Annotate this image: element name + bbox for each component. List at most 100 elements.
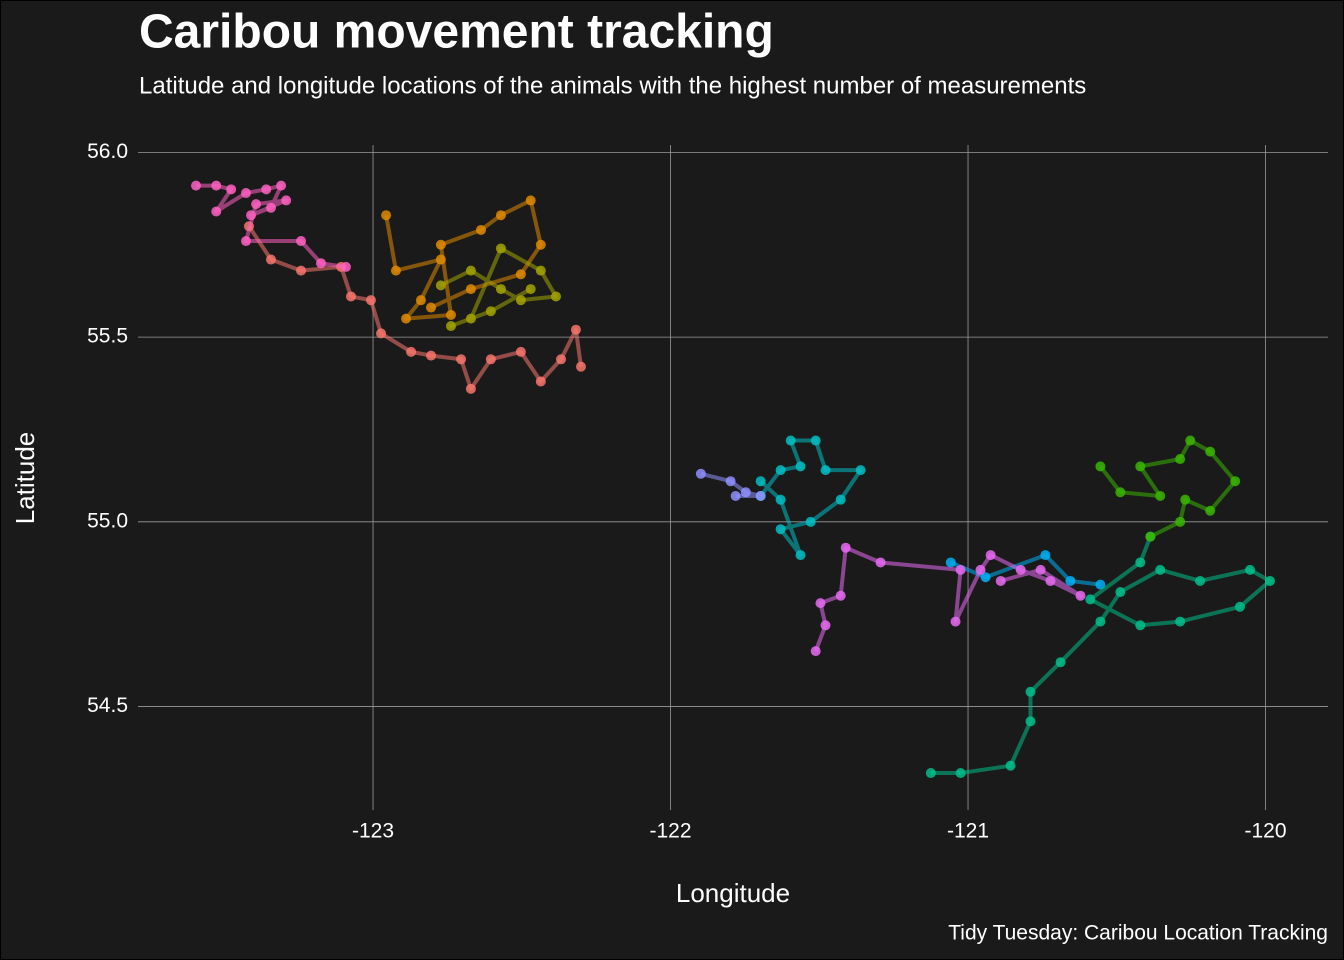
track-line [930, 535, 1272, 776]
location-point [1245, 564, 1256, 575]
location-point [296, 236, 307, 247]
location-point [1095, 579, 1106, 590]
location-point [1085, 594, 1096, 605]
location-point [495, 284, 506, 295]
location-point [456, 354, 467, 365]
location-point [445, 321, 456, 332]
location-point [775, 524, 786, 535]
location-point [1025, 716, 1036, 727]
location-point [281, 195, 292, 206]
location-point [426, 350, 437, 361]
location-point [925, 768, 936, 779]
location-point [465, 383, 476, 394]
location-point [435, 239, 446, 250]
location-point [755, 476, 766, 487]
location-point [1025, 686, 1036, 697]
location-point [515, 269, 526, 280]
x-tick-label: -122 [650, 820, 692, 843]
location-point [950, 616, 961, 627]
location-point [810, 646, 821, 657]
location-point [240, 236, 251, 247]
location-point [945, 557, 956, 568]
caption: Tidy Tuesday: Caribou Location Tracking [948, 922, 1328, 945]
y-axis-title: Latitude [10, 432, 40, 525]
location-point [381, 210, 392, 221]
location-point [535, 239, 546, 250]
location-point [261, 184, 272, 195]
location-point [435, 254, 446, 265]
location-point [775, 465, 786, 476]
location-point [556, 354, 567, 365]
location-point [226, 184, 237, 195]
location-point [525, 195, 536, 206]
location-point [550, 291, 561, 302]
location-point [785, 435, 796, 446]
location-point [1055, 657, 1066, 668]
location-point [465, 284, 476, 295]
location-point [1230, 476, 1241, 487]
location-point [251, 199, 262, 210]
location-point [495, 210, 506, 221]
location-point [775, 494, 786, 505]
location-point [465, 313, 476, 324]
plot-area [191, 180, 1275, 779]
location-point [835, 494, 846, 505]
y-tick-label: 55.5 [87, 325, 128, 348]
location-point [211, 206, 222, 217]
location-point [1095, 461, 1106, 472]
location-point [365, 295, 376, 306]
location-point [340, 261, 351, 272]
location-point [535, 265, 546, 276]
location-point [575, 361, 586, 372]
location-point [376, 328, 387, 339]
location-point [1040, 550, 1051, 561]
location-point [276, 180, 287, 191]
location-point [1155, 490, 1166, 501]
location-point [730, 490, 741, 501]
location-point [401, 313, 412, 324]
location-point [535, 376, 546, 387]
location-point [1180, 494, 1191, 505]
location-point [805, 516, 816, 527]
y-tick-label: 56.0 [87, 140, 128, 163]
location-point [296, 265, 307, 276]
location-point [1234, 601, 1245, 612]
x-tick-label: -120 [1245, 820, 1287, 843]
location-point [820, 465, 831, 476]
y-tick-label: 55.0 [87, 509, 128, 532]
location-point [1015, 564, 1026, 575]
location-point [1095, 616, 1106, 627]
grid [138, 145, 1328, 810]
location-point [246, 210, 257, 221]
location-point [465, 265, 476, 276]
location-point [795, 461, 806, 472]
location-point [211, 180, 222, 191]
location-point [265, 202, 276, 213]
location-point [525, 284, 536, 295]
location-point [795, 550, 806, 561]
location-point [985, 550, 996, 561]
location-point [1135, 557, 1146, 568]
location-point [1115, 587, 1126, 598]
location-point [1145, 531, 1156, 542]
location-point [1195, 575, 1206, 586]
location-point [476, 224, 487, 235]
track-line [384, 198, 543, 321]
location-point [495, 243, 506, 254]
location-point [485, 306, 496, 317]
location-point [426, 302, 437, 313]
location-point [740, 487, 751, 498]
location-point [1045, 575, 1056, 586]
location-point [725, 476, 736, 487]
location-point [1175, 616, 1186, 627]
location-point [1175, 516, 1186, 527]
chart-subtitle: Latitude and longitude locations of the … [139, 72, 1086, 99]
location-point [1135, 620, 1146, 631]
location-point [515, 295, 526, 306]
location-point [346, 291, 357, 302]
x-axis-title: Longitude [676, 878, 790, 908]
location-point [1175, 454, 1186, 465]
chart-title: Caribou movement tracking [139, 6, 774, 59]
location-point [191, 180, 202, 191]
